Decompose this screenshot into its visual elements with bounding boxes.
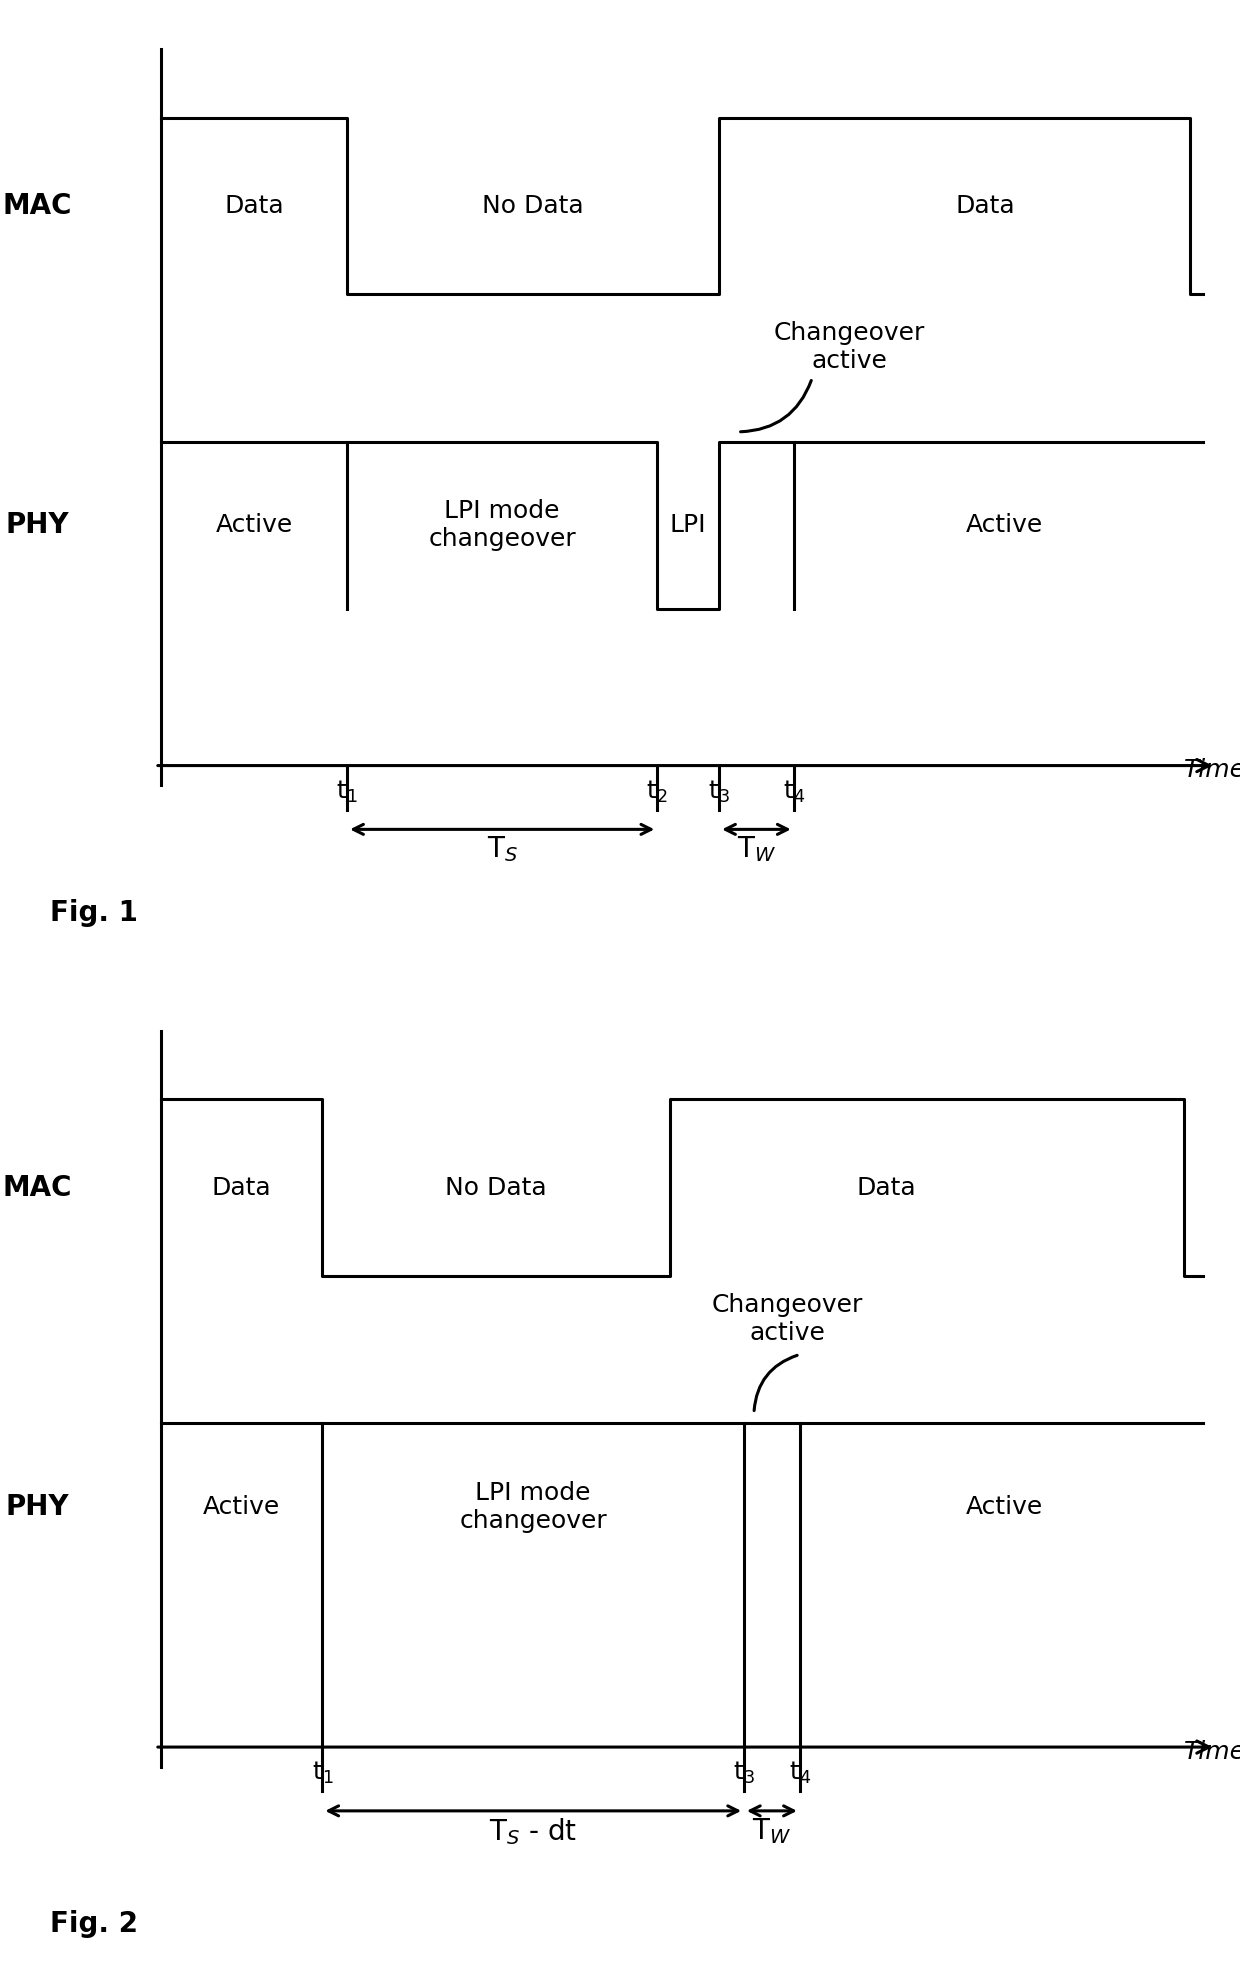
Text: t$_4$: t$_4$ <box>782 779 805 805</box>
Text: MAC: MAC <box>2 1174 72 1201</box>
Text: No Data: No Data <box>445 1176 547 1199</box>
Text: LPI: LPI <box>670 512 707 538</box>
Text: Fig. 1: Fig. 1 <box>50 899 138 927</box>
Text: LPI mode
changeover: LPI mode changeover <box>428 499 577 552</box>
Text: Active: Active <box>203 1494 280 1519</box>
Text: t$_3$: t$_3$ <box>708 779 730 805</box>
Text: t$_1$: t$_1$ <box>336 779 358 805</box>
Text: Changeover
active: Changeover active <box>774 322 925 373</box>
Text: Data: Data <box>224 194 284 218</box>
Text: Fig. 2: Fig. 2 <box>50 1910 138 1937</box>
Text: Active: Active <box>216 512 293 538</box>
Text: PHY: PHY <box>5 1492 69 1521</box>
Text: t$_3$: t$_3$ <box>733 1761 755 1786</box>
Text: Data: Data <box>857 1176 916 1199</box>
Text: PHY: PHY <box>5 510 69 540</box>
Text: Time: Time <box>1184 1739 1240 1765</box>
Text: Data: Data <box>212 1176 272 1199</box>
Text: Active: Active <box>966 1494 1043 1519</box>
Text: t$_4$: t$_4$ <box>789 1761 811 1786</box>
Text: Data: Data <box>956 194 1016 218</box>
Text: T$_W$: T$_W$ <box>737 834 776 864</box>
Text: T$_S$ - dt: T$_S$ - dt <box>490 1816 577 1847</box>
Text: No Data: No Data <box>482 194 584 218</box>
Text: Active: Active <box>966 512 1043 538</box>
Text: Time: Time <box>1184 758 1240 783</box>
Text: MAC: MAC <box>2 192 72 220</box>
Text: t$_2$: t$_2$ <box>646 779 668 805</box>
Text: Changeover
active: Changeover active <box>712 1294 863 1345</box>
Text: T$_S$: T$_S$ <box>486 834 518 864</box>
Text: t$_1$: t$_1$ <box>311 1761 334 1786</box>
Text: T$_W$: T$_W$ <box>753 1816 791 1845</box>
Text: LPI mode
changeover: LPI mode changeover <box>459 1480 608 1533</box>
